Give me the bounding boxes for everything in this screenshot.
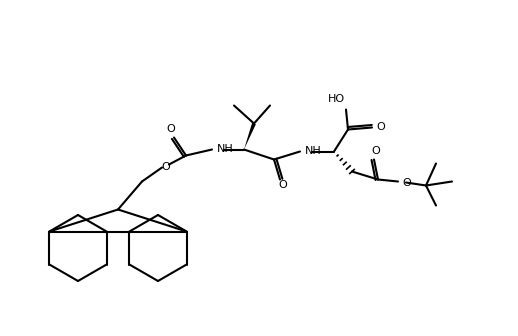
Text: O: O — [279, 180, 287, 191]
Text: O: O — [162, 162, 170, 171]
Polygon shape — [244, 123, 256, 150]
Text: O: O — [167, 125, 176, 134]
Text: O: O — [371, 146, 380, 157]
Text: O: O — [376, 123, 385, 132]
Text: O: O — [402, 178, 411, 188]
Text: NH: NH — [305, 145, 322, 156]
Text: NH: NH — [217, 143, 234, 154]
Text: HO: HO — [327, 94, 344, 104]
